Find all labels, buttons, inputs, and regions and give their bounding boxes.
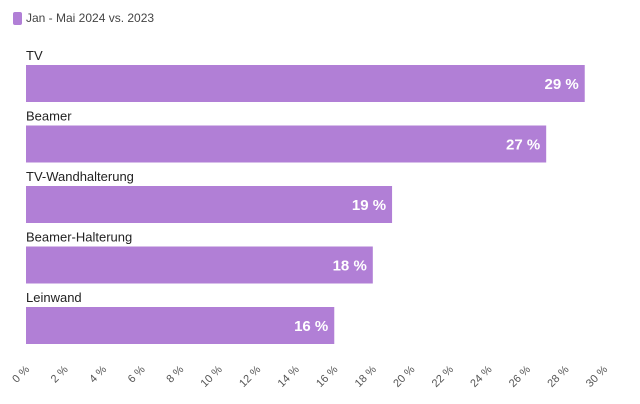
legend: Jan - Mai 2024 vs. 2023 <box>13 11 154 25</box>
data-label: 27 % <box>506 137 540 154</box>
bar <box>26 186 393 223</box>
x-tick-label: 2 % <box>49 363 71 385</box>
x-tick-label: 4 % <box>87 363 109 385</box>
legend-label: Jan - Mai 2024 vs. 2023 <box>26 11 154 25</box>
x-axis: 0 % 2 % 4 % 6 % 8 % 10 % 12 % 14 % 16 % 18 % 20 % 2… <box>10 363 610 389</box>
x-tick-label: 18 % <box>353 363 379 389</box>
x-tick-label: 30 % <box>584 363 610 389</box>
category-label: TV-Wandhalterung <box>26 169 134 184</box>
x-tick-label: 8 % <box>164 363 186 385</box>
x-tick-label: 20 % <box>391 363 417 389</box>
x-tick-label: 26 % <box>507 363 533 389</box>
data-label: 16 % <box>294 318 328 335</box>
x-tick-label: 0 % <box>10 363 32 385</box>
category-label: Beamer <box>26 109 72 124</box>
x-tick-label: 28 % <box>545 363 571 389</box>
legend-swatch <box>13 12 22 25</box>
bar <box>26 125 547 163</box>
category-label: Leinwand <box>26 290 82 305</box>
x-tick-label: 24 % <box>468 363 494 389</box>
data-label: 29 % <box>545 76 579 93</box>
bar <box>26 246 373 284</box>
data-label: 18 % <box>333 258 367 275</box>
x-tick-label: 14 % <box>276 363 302 389</box>
x-tick-label: 6 % <box>126 363 148 385</box>
bar <box>26 307 335 344</box>
category-label: Beamer-Halterung <box>26 230 132 245</box>
bar <box>26 65 585 102</box>
bars-group: TV 29 % Beamer 27 % TV-Wandhalterung 19 % Beam… <box>26 48 585 344</box>
category-label: TV <box>26 48 43 63</box>
x-tick-label: 10 % <box>199 363 225 389</box>
x-tick-label: 12 % <box>237 363 263 389</box>
x-tick-label: 22 % <box>430 363 456 389</box>
data-label: 19 % <box>352 197 386 214</box>
x-tick-label: 16 % <box>314 363 340 389</box>
